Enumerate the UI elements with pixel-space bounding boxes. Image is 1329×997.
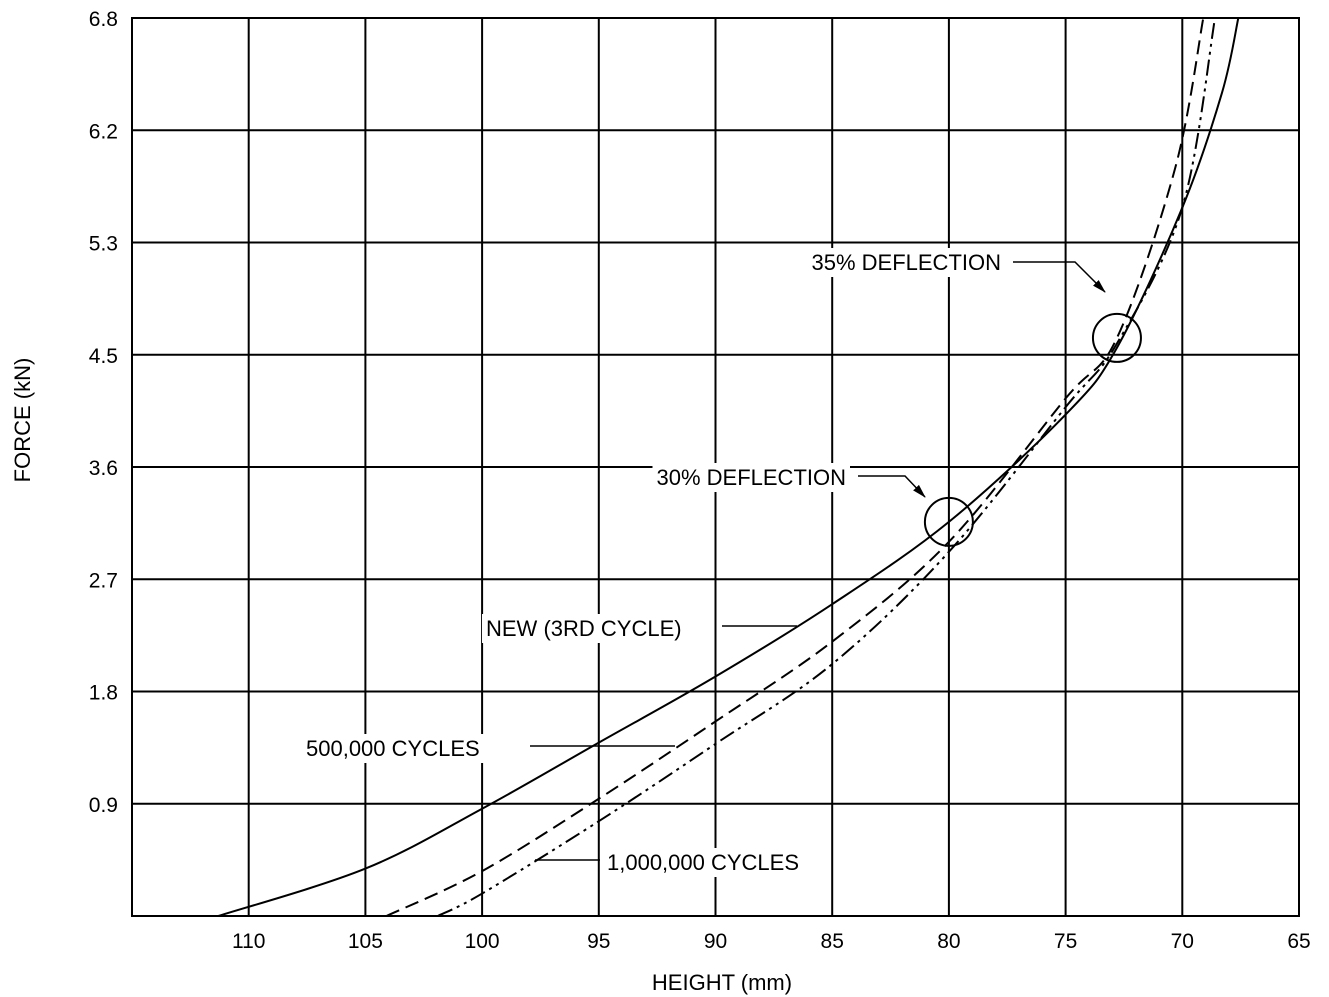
series-label-background bbox=[302, 734, 484, 763]
annotation-30-deflection-arrow bbox=[858, 475, 926, 498]
x-tick-label: 100 bbox=[465, 930, 500, 953]
y-tick-label: 0.9 bbox=[89, 794, 118, 817]
x-tick-label: 90 bbox=[704, 930, 727, 953]
series-lines bbox=[218, 17, 1240, 917]
x-tick-label: 110 bbox=[232, 930, 265, 953]
annotation-35-deflection-arrow bbox=[1013, 261, 1106, 293]
x-axis-label: HEIGHT (mm) bbox=[652, 970, 792, 995]
series-500000-cycles bbox=[385, 17, 1205, 917]
x-tick-label: 85 bbox=[821, 930, 844, 953]
series-label-1000000: 1,000,000 CYCLES bbox=[607, 850, 799, 875]
annotation-30-deflection-label: 30% DEFLECTION bbox=[657, 465, 847, 490]
series-label-new: NEW (3RD CYCLE) bbox=[486, 616, 682, 641]
y-tick-label: 4.5 bbox=[89, 345, 118, 368]
series-1000000-cycles bbox=[437, 17, 1216, 917]
y-tick-label: 6.2 bbox=[89, 120, 118, 143]
y-tick-label: 2.7 bbox=[89, 569, 118, 592]
x-tick-label: 95 bbox=[587, 930, 610, 953]
y-axis-label: FORCE (kN) bbox=[10, 358, 35, 483]
x-tick-label: 65 bbox=[1287, 930, 1310, 953]
series-label-background bbox=[482, 614, 686, 643]
y-tick-label: 1.8 bbox=[89, 682, 118, 705]
annotation-35-deflection-label-background bbox=[807, 248, 1005, 277]
x-tick-label: 80 bbox=[937, 930, 960, 953]
annotation-30-deflection-circle bbox=[923, 496, 974, 547]
y-tick-label: 6.8 bbox=[89, 8, 118, 31]
axis-ticks: 110 105 100 95 90 85 80 75 70 65 0.9 1.8 2.7 3.6 4.5 5.… bbox=[89, 8, 1311, 953]
series-label-500000: 500,000 CYCLES bbox=[306, 736, 480, 761]
x-tick-label: 70 bbox=[1171, 930, 1194, 953]
annotation-35-deflection-circle bbox=[1091, 312, 1142, 363]
y-tick-label: 3.6 bbox=[89, 457, 118, 480]
annotation-30-deflection-label-background bbox=[652, 463, 850, 492]
x-tick-label: 75 bbox=[1054, 930, 1077, 953]
annotations: NEW (3RD CYCLE) 500,000 CYCLES 1,000,000 C… bbox=[302, 248, 1142, 877]
x-tick-label: 105 bbox=[348, 930, 383, 953]
series-label-background bbox=[603, 848, 804, 877]
annotation-35-deflection-label: 35% DEFLECTION bbox=[812, 250, 1002, 275]
y-tick-label: 5.3 bbox=[89, 233, 118, 256]
grid bbox=[131, 17, 1300, 917]
